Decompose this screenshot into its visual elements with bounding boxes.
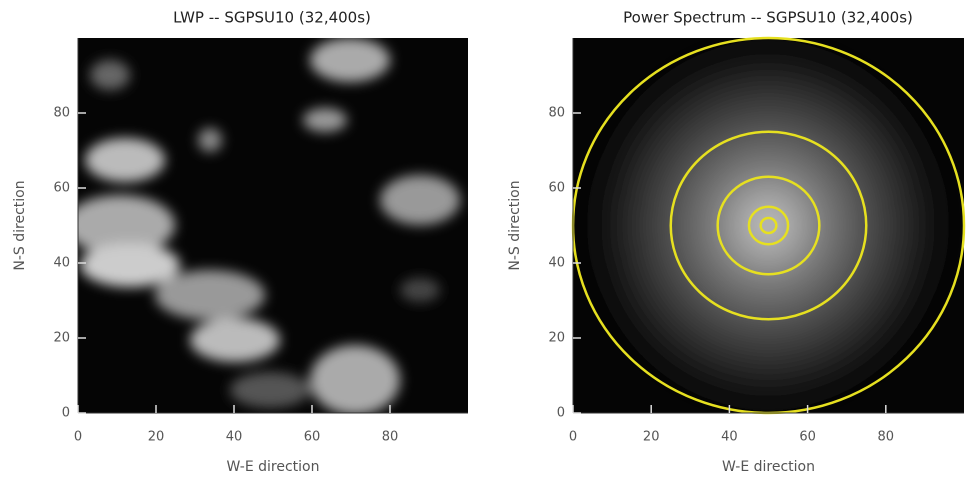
x-tick-label: 20 bbox=[643, 430, 660, 445]
x-tick-label: 60 bbox=[304, 430, 321, 445]
contour-ring bbox=[747, 205, 790, 246]
y-tick-label: 80 bbox=[548, 106, 565, 121]
y-tick-label: 60 bbox=[53, 181, 70, 196]
y-axis-label: N-S direction bbox=[507, 180, 523, 270]
y-tick-label: 80 bbox=[53, 106, 70, 121]
x-tick-label: 80 bbox=[382, 430, 399, 445]
x-axis-label: W-E direction bbox=[227, 459, 320, 475]
x-tick-label: 0 bbox=[569, 430, 577, 445]
y-tick-label: 0 bbox=[62, 406, 70, 421]
y-tick-label: 60 bbox=[548, 181, 565, 196]
contour-ring bbox=[716, 175, 821, 276]
chart-title: Power Spectrum -- SGPSU10 (32,400s) bbox=[623, 9, 913, 27]
contour-ring bbox=[669, 130, 868, 321]
spectrum-image bbox=[573, 38, 964, 413]
y-tick-label: 40 bbox=[548, 256, 565, 271]
y-tick-label: 20 bbox=[53, 331, 70, 346]
x-tick-label: 0 bbox=[74, 430, 82, 445]
contour-ring bbox=[759, 216, 778, 235]
x-tick-label: 40 bbox=[721, 430, 738, 445]
x-tick-label: 20 bbox=[148, 430, 165, 445]
y-tick-label: 40 bbox=[53, 256, 70, 271]
y-tick-label: 20 bbox=[548, 331, 565, 346]
x-tick-label: 60 bbox=[799, 430, 816, 445]
lwp-image bbox=[78, 38, 468, 413]
x-tick-label: 80 bbox=[878, 430, 895, 445]
y-tick-label: 0 bbox=[557, 406, 565, 421]
x-axis-label: W-E direction bbox=[722, 459, 815, 475]
y-axis-label: N-S direction bbox=[12, 180, 28, 270]
x-tick-label: 40 bbox=[226, 430, 243, 445]
chart-title: LWP -- SGPSU10 (32,400s) bbox=[173, 9, 371, 27]
